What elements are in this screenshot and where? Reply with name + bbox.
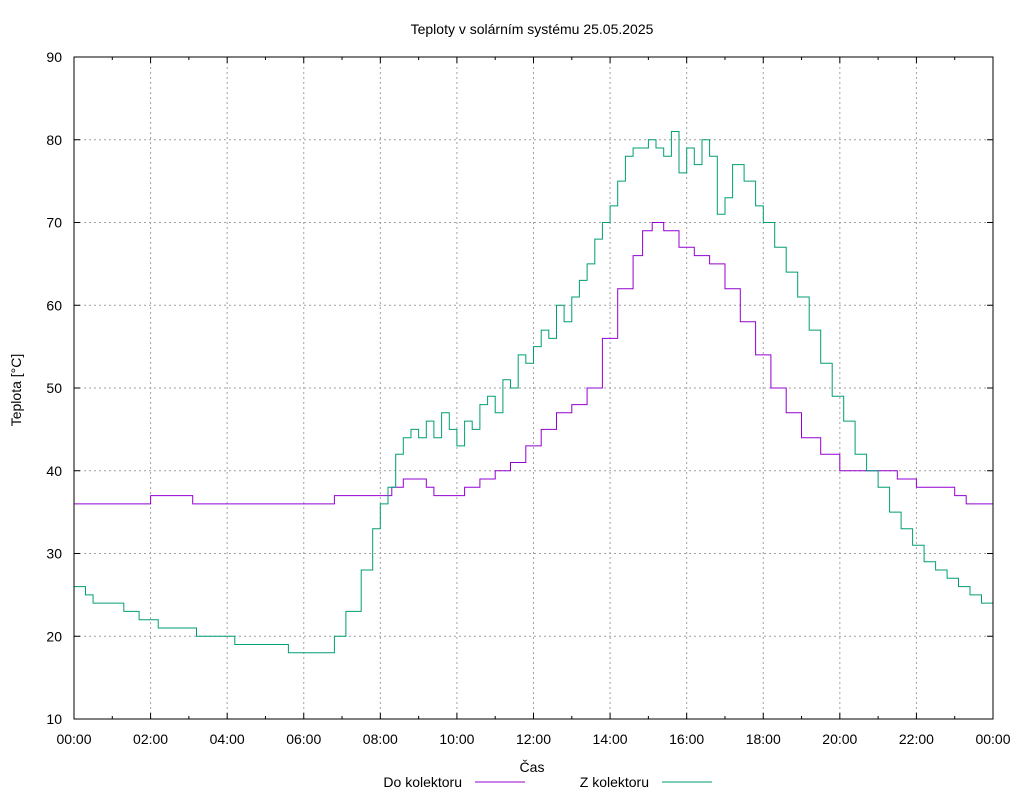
y-tick-label: 60 [46,297,62,313]
y-tick-label: 40 [46,463,62,479]
series-line-do-kolektoru [74,222,993,505]
y-tick-label: 90 [46,49,62,65]
x-tick-label: 08:00 [363,731,398,747]
legend-label-do-kolektoru: Do kolektoru [383,774,462,790]
x-tick-label: 10:00 [439,731,474,747]
y-tick-label: 80 [46,132,62,148]
x-tick-label: 02:00 [133,731,168,747]
x-tick-label: 06:00 [286,731,321,747]
x-tick-label: 00:00 [975,731,1010,747]
axis-ticks: 00:00 02:00 04:00 06:00 08:00 10:00 12:00 14:00… [46,49,1010,747]
y-tick-label: 50 [46,380,62,396]
x-tick-label: 16:00 [669,731,704,747]
legend-label-z-kolektoru: Z kolektoru [580,774,649,790]
x-axis-label: Čas [520,759,545,775]
series-line-z-kolektoru [74,131,994,654]
series-layer [74,131,994,654]
y-tick-label: 10 [46,711,62,727]
chart-title: Teploty v solárním systému 25.05.2025 [411,21,654,37]
x-tick-label: 12:00 [516,731,551,747]
x-tick-label: 04:00 [210,731,245,747]
x-tick-label: 18:00 [746,731,781,747]
x-tick-label: 14:00 [593,731,628,747]
legend: Do kolektoru Z kolektoru [383,774,712,790]
y-tick-label: 30 [46,546,62,562]
y-tick-label: 70 [46,215,62,231]
x-tick-label: 20:00 [822,731,857,747]
x-tick-label: 22:00 [899,731,934,747]
x-tick-label: 00:00 [56,731,91,747]
grid-lines [74,57,993,719]
y-axis-label: Teplota [°C] [8,354,24,427]
y-tick-label: 20 [46,628,62,644]
